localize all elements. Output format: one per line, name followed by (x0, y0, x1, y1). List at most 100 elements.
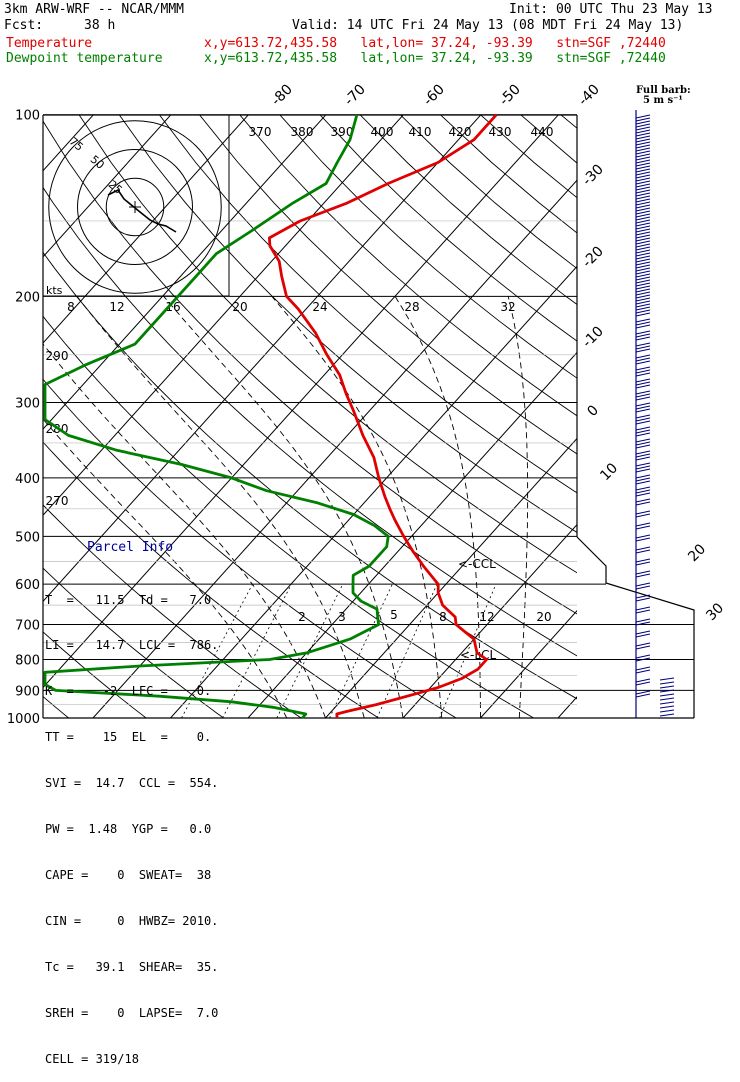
isotherm-tick-label: 0 (584, 402, 602, 420)
theta-tick-label: 410 (409, 125, 432, 139)
pressure-tick-label: 500 (15, 530, 40, 545)
parcel-row: PW = 1.48 YGP = 0.0 (45, 822, 218, 837)
hodograph-trace (108, 190, 176, 232)
mixing-ratio-line (330, 584, 393, 718)
wind-barb (636, 268, 650, 271)
dry-adiabat (440, 115, 740, 718)
theta-tick-label: 270 (46, 494, 69, 508)
wind-barb (636, 421, 650, 424)
wind-barb (636, 130, 650, 133)
isotherm-tick-label: -50 (496, 81, 523, 108)
wind-barb (636, 418, 650, 421)
wind-barb (636, 208, 650, 211)
dry-adiabat (240, 115, 740, 718)
wind-barb (636, 151, 650, 154)
parcel-info-table: T = 11.5 Td = 7.0 LI = 14.7 LCL = 786. K… (45, 562, 218, 1082)
wind-barb (636, 409, 650, 412)
wind-barb (636, 178, 650, 181)
wind-barb (636, 205, 650, 208)
wind-barb (636, 427, 650, 430)
pressure-tick-label: 1000 (7, 712, 40, 727)
wind-barb (636, 619, 650, 622)
wind-barb (636, 304, 650, 307)
wind-barb (636, 373, 650, 376)
pressure-tick-label: 800 (15, 654, 40, 669)
wind-barb (636, 499, 650, 502)
wind-barb (636, 334, 650, 337)
parcel-row: Tc = 39.1 SHEAR= 35. (45, 960, 218, 975)
wind-barb (636, 598, 650, 601)
wind-barb (636, 538, 650, 541)
isotherm (326, 115, 740, 718)
wind-barb (636, 280, 650, 283)
isotherm-tick-label: -70 (341, 81, 368, 108)
wind-barb (636, 325, 650, 328)
wind-barb (636, 166, 650, 169)
parcel-row: K = -2 LFC = 0. (45, 684, 218, 699)
wind-barb (636, 607, 650, 610)
wind-barb (636, 511, 650, 514)
ccl-marker: <-CCL (458, 557, 496, 571)
pressure-tick-label: 200 (15, 290, 40, 305)
wind-barb (636, 670, 650, 673)
pressure-tick-label: 300 (15, 397, 40, 412)
isotherm-tick-label: -60 (420, 81, 447, 108)
isotherm-tick-label: 10 (597, 460, 621, 484)
wind-barb (636, 379, 650, 382)
wind-barb (636, 655, 650, 658)
wind-barb (660, 710, 674, 712)
mixing-ratio-tick-label: 12 (479, 610, 494, 624)
wind-barb (636, 547, 650, 550)
wind-barb (636, 295, 650, 298)
isotherm-tick-label: -40 (575, 81, 602, 108)
dry-adiabat (400, 115, 740, 718)
parcel-row: SVI = 14.7 CCL = 554. (45, 776, 218, 791)
parcel-info-title: Parcel Info (87, 540, 173, 555)
wind-barb (636, 196, 650, 199)
wind-barb (636, 190, 650, 193)
wind-barb (636, 475, 650, 478)
wind-barb (636, 646, 650, 649)
pressure-tick-label: 600 (15, 578, 40, 593)
wind-barb (636, 250, 650, 253)
wind-barb (636, 457, 650, 460)
isotherm-tick-label: 20 (685, 541, 709, 565)
wind-barb (636, 202, 650, 205)
wind-barb (636, 256, 650, 259)
wind-barb (636, 643, 650, 646)
wind-barb (636, 343, 650, 346)
hodograph-ring-label: 50 (88, 153, 107, 172)
wind-barb (636, 310, 650, 313)
pressure-tick-label: 900 (15, 684, 40, 699)
wind-barb (636, 193, 650, 196)
wind-barb (660, 686, 674, 688)
dry-adiabat (360, 115, 740, 718)
wind-barb (636, 307, 650, 310)
wind-barb (636, 433, 650, 436)
wind-barb (636, 430, 650, 433)
theta-tick-label: 420 (449, 125, 472, 139)
wind-barb (636, 337, 650, 340)
wind-barb (636, 367, 650, 370)
wind-barb (636, 550, 650, 553)
wind-barb (636, 253, 650, 256)
wind-barb (636, 679, 650, 682)
wind-barb (636, 391, 650, 394)
wind-barb (636, 154, 650, 157)
isotherm-tick-label: -20 (579, 243, 606, 270)
wind-barb (636, 493, 650, 496)
isotherm (636, 115, 740, 718)
wind-barb (636, 571, 650, 574)
mixing-ratio-tick-label: 2 (298, 610, 306, 624)
wind-barb (636, 406, 650, 409)
isotherm (0, 115, 16, 718)
mixing-ratio-tick-label: 20 (232, 300, 247, 314)
wind-barb (636, 229, 650, 232)
wind-barb (636, 331, 650, 334)
wind-barb (636, 277, 650, 280)
mixing-ratio-tick-label: 8 (439, 610, 447, 624)
wind-barb (636, 214, 650, 217)
wind-barb (636, 478, 650, 481)
wind-barb (636, 217, 650, 220)
theta-tick-label: 370 (249, 125, 272, 139)
